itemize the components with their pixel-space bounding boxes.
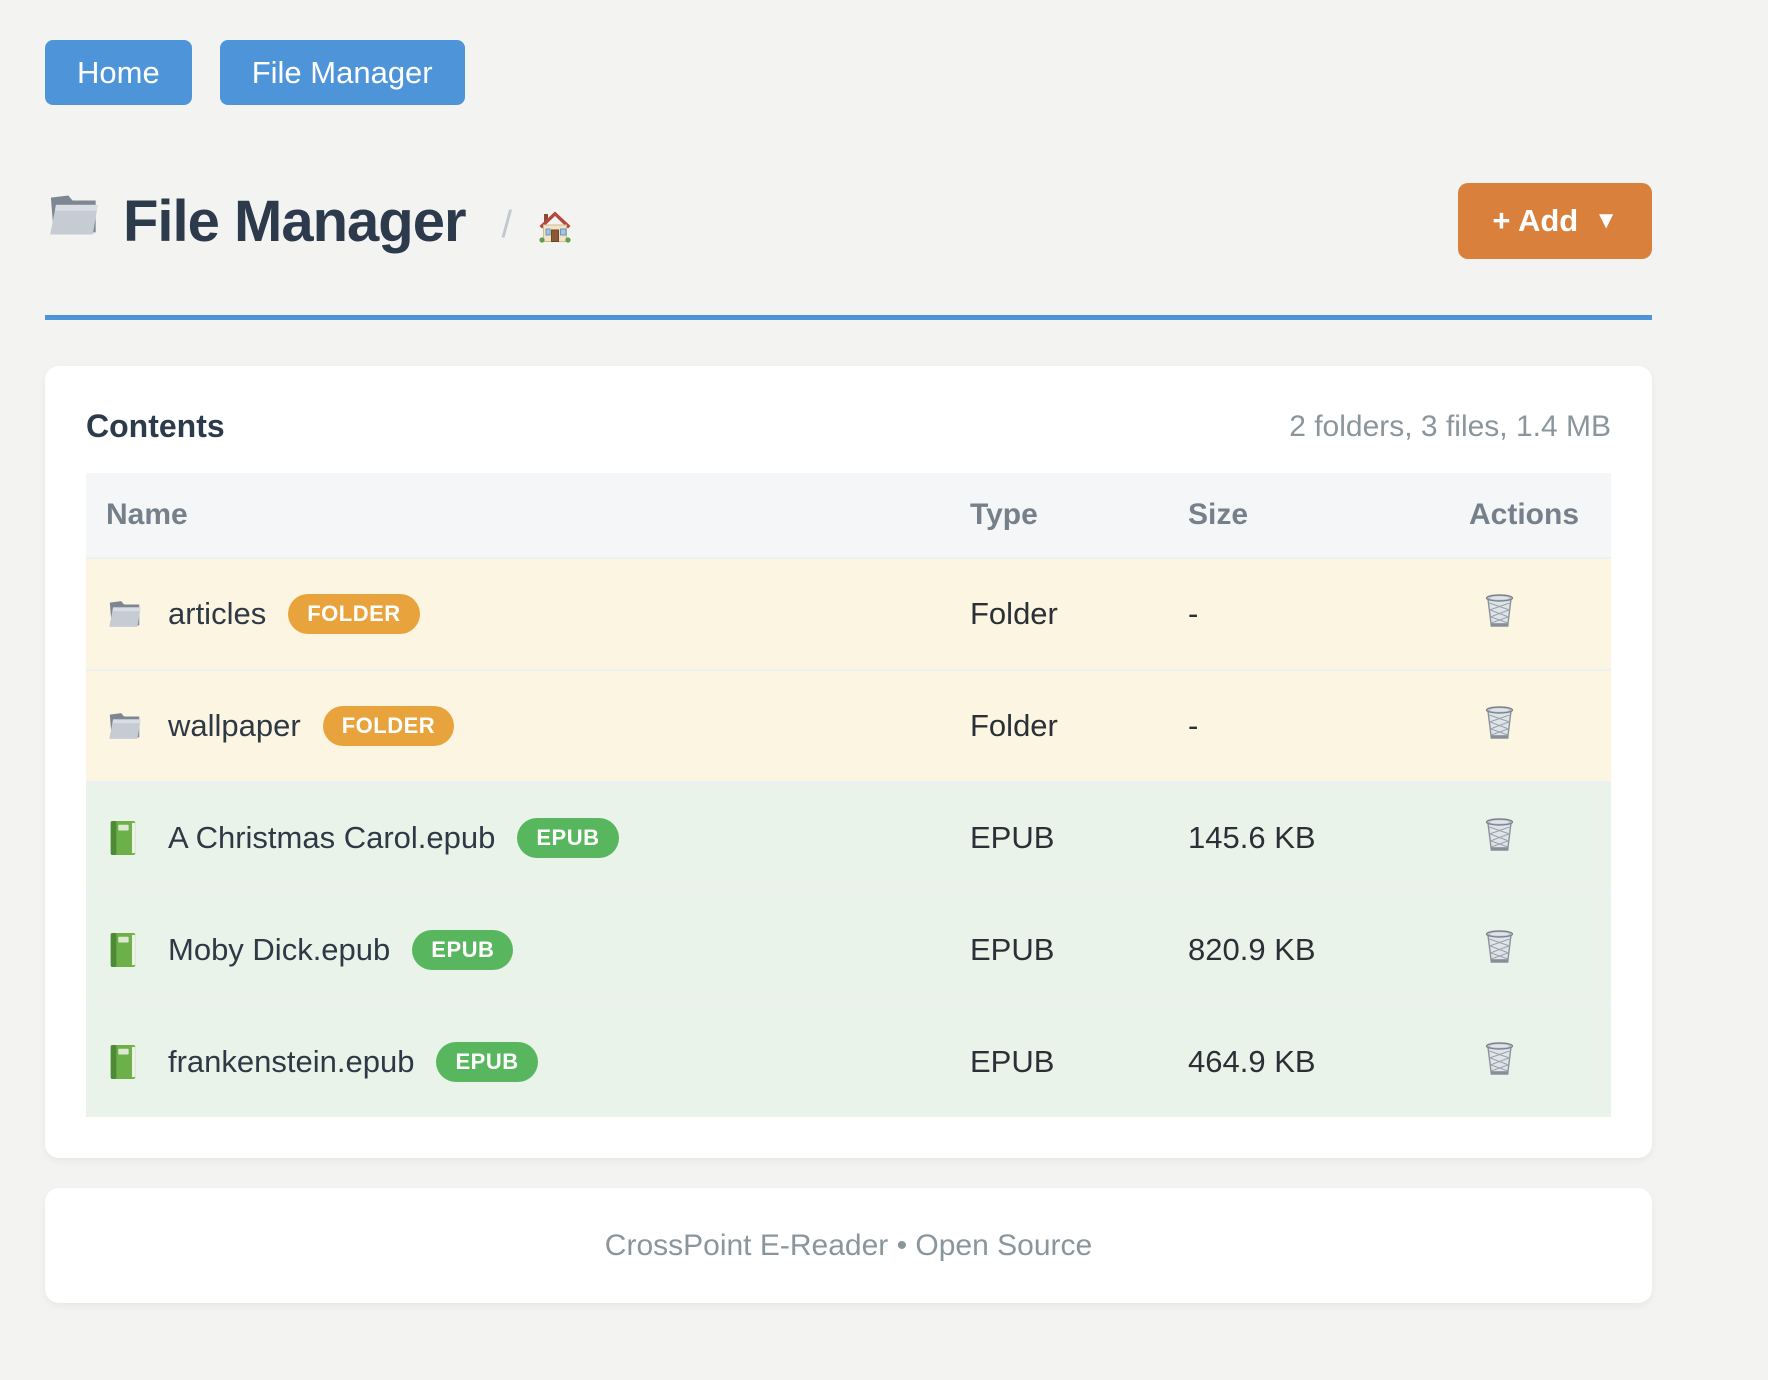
delete-button[interactable] [1481, 590, 1518, 630]
table-row: articles FOLDER Folder - [86, 557, 1611, 669]
folder-icon [45, 188, 103, 255]
file-name-cell[interactable]: Moby Dick.epub EPUB [86, 930, 970, 970]
chevron-down-icon: ▼ [1594, 207, 1618, 234]
trash-icon [1481, 1042, 1518, 1081]
column-header-actions: Actions [1469, 498, 1580, 531]
contents-card: Contents 2 folders, 3 files, 1.4 MB Name… [45, 366, 1652, 1158]
table-row: Moby Dick.epub EPUB EPUB 820.9 KB [86, 893, 1611, 1005]
delete-button[interactable] [1481, 1038, 1518, 1078]
file-type: Folder [970, 708, 1058, 743]
file-actions-cell [1469, 590, 1611, 638]
file-type-badge: EPUB [436, 1042, 538, 1082]
file-size: 145.6 KB [1188, 820, 1316, 855]
table-row: frankenstein.epub EPUB EPUB 464.9 KB [86, 1005, 1611, 1117]
trash-icon [1481, 594, 1518, 633]
delete-button[interactable] [1481, 926, 1518, 966]
file-table: Name Type Size Actions [86, 473, 1611, 1117]
title-divider [45, 315, 1652, 320]
add-button[interactable]: + Add ▼ [1458, 183, 1652, 259]
file-name: Moby Dick.epub [168, 932, 391, 967]
file-size: 464.9 KB [1188, 1044, 1316, 1079]
add-button-label: + Add [1492, 203, 1579, 238]
file-type-badge: FOLDER [288, 594, 420, 634]
footer: CrossPoint E-Reader • Open Source [45, 1188, 1652, 1303]
table-header-row: Name Type Size Actions [86, 473, 1611, 557]
file-manager-button[interactable]: File Manager [219, 40, 465, 105]
file-actions-cell [1469, 926, 1611, 974]
column-header-type: Type [970, 498, 1038, 531]
file-actions-cell [1469, 814, 1611, 862]
top-nav: Home File Manager [45, 0, 1652, 105]
book-icon [106, 819, 144, 857]
file-type: EPUB [970, 820, 1055, 855]
breadcrumb-separator: / [501, 203, 513, 246]
file-type: Folder [970, 596, 1058, 631]
file-name-cell[interactable]: wallpaper FOLDER [86, 706, 970, 746]
file-name: wallpaper [168, 708, 301, 743]
file-name: frankenstein.epub [168, 1044, 415, 1079]
book-icon [106, 1043, 144, 1081]
page-container: Home File Manager File Manager / [45, 0, 1652, 1303]
file-type: EPUB [970, 932, 1055, 967]
contents-title: Contents [86, 408, 225, 444]
folder-icon [106, 707, 144, 745]
page-header: File Manager / + Add ▼ [45, 183, 1652, 259]
file-size: - [1188, 708, 1199, 743]
delete-button[interactable] [1481, 702, 1518, 742]
file-type-badge: EPUB [412, 930, 514, 970]
file-name: A Christmas Carol.epub [168, 820, 496, 855]
file-name-cell[interactable]: A Christmas Carol.epub EPUB [86, 818, 970, 858]
column-header-name: Name [106, 498, 188, 531]
column-header-size: Size [1188, 498, 1249, 531]
contents-card-header: Contents 2 folders, 3 files, 1.4 MB [86, 408, 1611, 445]
file-actions-cell [1469, 702, 1611, 750]
table-body: articles FOLDER Folder - [86, 557, 1611, 1117]
trash-icon [1481, 930, 1518, 969]
file-type-badge: EPUB [517, 818, 619, 858]
book-icon [106, 931, 144, 969]
table-row: A Christmas Carol.epub EPUB EPUB 145.6 K… [86, 781, 1611, 893]
file-size: - [1188, 596, 1199, 631]
table-row: wallpaper FOLDER Folder - [86, 669, 1611, 781]
file-name-cell[interactable]: articles FOLDER [86, 594, 970, 634]
file-name-cell[interactable]: frankenstein.epub EPUB [86, 1042, 970, 1082]
page-title-text: File Manager [123, 188, 467, 254]
home-icon[interactable] [535, 194, 575, 261]
file-type: EPUB [970, 1044, 1055, 1079]
file-name: articles [168, 596, 267, 631]
trash-icon [1481, 706, 1518, 745]
home-button[interactable]: Home [45, 40, 192, 105]
contents-summary: 2 folders, 3 files, 1.4 MB [1289, 409, 1611, 443]
trash-icon [1481, 818, 1518, 857]
delete-button[interactable] [1481, 814, 1518, 854]
file-type-badge: FOLDER [322, 706, 455, 746]
folder-icon [106, 595, 144, 633]
footer-text: CrossPoint E-Reader • Open Source [604, 1228, 1093, 1262]
file-actions-cell [1469, 1038, 1611, 1086]
file-size: 820.9 KB [1188, 932, 1316, 967]
page-title: File Manager / [45, 188, 575, 255]
